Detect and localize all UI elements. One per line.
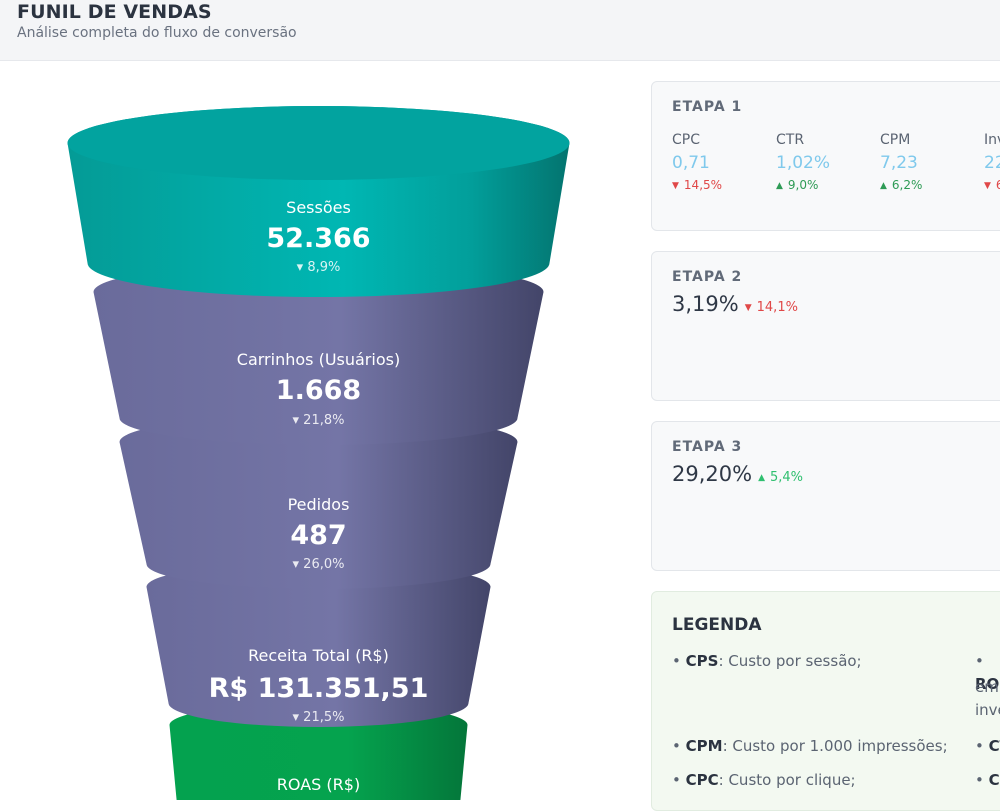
legend-term: CPC <box>685 771 719 789</box>
triangle-up-icon: ▲ <box>880 181 887 191</box>
etapa-1-card: ETAPA 1 CPC 0,71 ▼ 14,5% CTR 1,02% ▲ 9,0% … <box>651 81 1000 231</box>
funnel-stage-value: 52.366 <box>266 223 370 254</box>
triangle-up-icon: ▲ <box>758 473 765 483</box>
etapa-3-delta-value: 5,4% <box>770 470 804 485</box>
metric-delta: ▲ 6,2% <box>880 178 922 192</box>
metric-value: 7,23 <box>880 153 918 173</box>
funnel-stage-label: Carrinhos (Usuários) <box>237 350 400 369</box>
metric-delta: ▼ 6 <box>984 178 1000 192</box>
legend-item-ro: • RO <box>975 652 1000 693</box>
metric-delta: ▲ 9,0% <box>776 178 830 192</box>
etapa-2-card: ETAPA 2 3,19% ▼ 14,1% <box>651 251 1000 401</box>
funnel-stage-value: 1.668 <box>276 375 361 406</box>
funnel-stage-label: Pedidos <box>288 495 350 514</box>
etapa-2-title: ETAPA 2 <box>672 269 743 285</box>
metric-label: CTR <box>776 132 805 148</box>
legend-item-cpm: • CPM: Custo por 1.000 impressões; <box>672 737 948 755</box>
etapa-3-metric: 29,20% ▲ 5,4% <box>672 462 803 486</box>
metric-label: Inv <box>984 132 1000 148</box>
legend-term: RO <box>975 675 1000 693</box>
funnel-segment <box>169 703 468 800</box>
funnel-stage-delta: ▾ 21,8% <box>293 413 345 428</box>
funnel-stage-label: Receita Total (R$) <box>248 646 389 665</box>
metric-label: CPC <box>672 132 700 148</box>
triangle-down-icon: ▼ <box>744 303 752 313</box>
funnel-stage-delta: ▾ 8,9% <box>297 260 341 275</box>
etapa-3-title: ETAPA 3 <box>672 439 743 455</box>
page-title: FUNIL DE VENDAS <box>17 1 212 23</box>
legend-item-ct: • CT <box>975 735 1000 758</box>
funnel-stage-value: R$ 131.351,51 <box>209 673 429 704</box>
legend-term: CPM <box>685 737 723 755</box>
triangle-down-icon: ▼ <box>984 181 991 191</box>
metric-inv: Inv 22 ▼6 <box>984 132 1000 192</box>
funnel-stage-label: ROAS (R$) <box>277 775 360 794</box>
legend-term: CT <box>988 737 1000 755</box>
metric-delta: ▼ 14,5% <box>672 178 722 192</box>
legend-term: CPS <box>685 652 719 670</box>
funnel-stage-value: 487 <box>290 520 346 551</box>
metric-value: 1,02% <box>776 153 831 173</box>
etapa-3-delta: ▲ 5,4% <box>758 470 803 485</box>
etapa-2-delta-value: 14,1% <box>756 300 798 315</box>
etapa-3-value: 29,20% <box>672 462 753 486</box>
metric-delta-value: 6 <box>995 178 1000 192</box>
funnel-stage-label: Sessões <box>286 198 351 217</box>
funnel-segment <box>146 562 491 727</box>
page-header: FUNIL DE VENDAS Análise completa do flux… <box>0 0 1000 61</box>
metric-value: 0,71 <box>672 153 710 173</box>
etapa-2-delta: ▼ 14,1% <box>745 300 798 315</box>
funnel-segment <box>119 415 518 589</box>
metric-delta-value: 6,2% <box>891 178 923 192</box>
metric-cpc: CPC 0,71 ▼ 14,5% <box>672 132 722 192</box>
legend-item-ro-line3: inve <box>975 701 1000 719</box>
legend-item-cpc: • CPC: Custo por clique; <box>672 771 856 789</box>
funnel-top-ellipse <box>67 106 570 180</box>
metric-ctr: CTR 1,02% ▲ 9,0% <box>776 132 830 192</box>
legend-item-ci: • CI <box>975 769 1000 792</box>
legend-item-cps: • CPS: Custo por sessão; <box>672 652 862 670</box>
page-subtitle: Análise completa do fluxo de conversão <box>17 25 297 41</box>
etapa-1-title: ETAPA 1 <box>672 99 743 115</box>
metric-value: 22 <box>984 153 1000 173</box>
triangle-down-icon: ▼ <box>672 181 679 191</box>
etapa-2-value: 3,19% <box>672 292 739 316</box>
metric-cpm: CPM 7,23 ▲ 6,2% <box>880 132 922 192</box>
etapa-2-metric: 3,19% ▼ 14,1% <box>672 292 798 316</box>
etapa-3-card: ETAPA 3 29,20% ▲ 5,4% <box>651 421 1000 571</box>
legend-card: LEGENDA • CPS: Custo por sessão; • CPM: … <box>651 591 1000 811</box>
metric-label: CPM <box>880 132 911 148</box>
legend-title: LEGENDA <box>672 615 762 635</box>
funnel-stage-delta: ▾ 26,0% <box>293 557 345 572</box>
funnel-stage-delta: ▾ 21,5% <box>293 710 345 725</box>
metric-delta-value: 14,5% <box>683 178 723 192</box>
legend-desc: : Custo por clique; <box>718 771 856 789</box>
funnel-segment <box>93 262 544 445</box>
legend-term: CI <box>988 771 1000 789</box>
legend-desc: : Custo por sessão; <box>718 652 862 670</box>
legend-item-ro-line2: em <box>975 678 999 696</box>
triangle-up-icon: ▲ <box>776 181 783 191</box>
sales-funnel-chart: Sessões 52.366 ▾ 8,9% Carrinhos (Usuários) 1… <box>67 106 570 800</box>
legend-desc: : Custo por 1.000 impressões; <box>722 737 948 755</box>
metric-delta-value: 9,0% <box>787 178 819 192</box>
